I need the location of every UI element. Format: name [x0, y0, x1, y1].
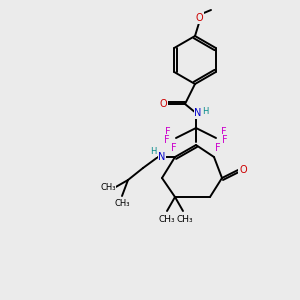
Text: F: F: [171, 143, 177, 153]
Text: N: N: [158, 152, 166, 162]
Text: CH₃: CH₃: [114, 200, 130, 208]
Text: F: F: [164, 135, 170, 145]
Text: O: O: [159, 99, 167, 109]
Text: F: F: [222, 135, 228, 145]
Text: N: N: [194, 108, 202, 118]
Text: H: H: [150, 148, 156, 157]
Text: H: H: [202, 106, 208, 116]
Text: F: F: [221, 127, 227, 137]
Text: CH₃: CH₃: [177, 214, 193, 224]
Text: F: F: [215, 143, 221, 153]
Text: CH₃: CH₃: [159, 214, 175, 224]
Text: CH₃: CH₃: [100, 184, 116, 193]
Text: O: O: [195, 13, 203, 23]
Text: F: F: [165, 127, 171, 137]
Text: O: O: [239, 165, 247, 175]
